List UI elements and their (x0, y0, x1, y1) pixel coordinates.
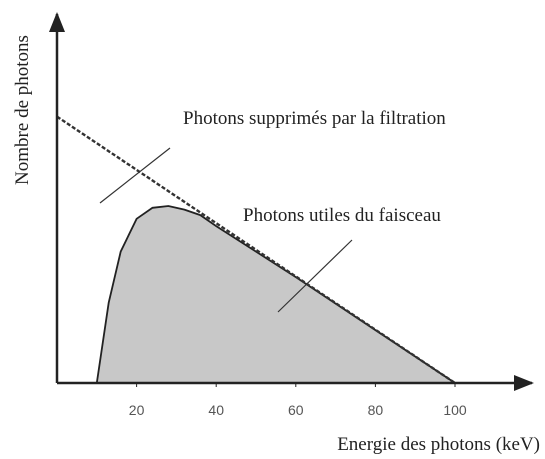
x-tick-label: 60 (288, 402, 304, 418)
leader-line (277, 239, 353, 313)
leader-line (99, 147, 171, 204)
x-tick-label: 40 (208, 402, 224, 418)
x-axis-label: Energie des photons (keV) (337, 434, 540, 455)
x-tick-label: 100 (443, 402, 467, 418)
annotation: Photons supprimés par la filtration (183, 108, 446, 129)
plot-area (56, 115, 458, 384)
y-axis-label: Nombre de photons (12, 35, 33, 185)
x-tick-label: 80 (368, 402, 384, 418)
line (56, 115, 456, 384)
annotation: Photons utiles du faisceau (243, 205, 441, 226)
area (95, 205, 458, 384)
x-tick-label: 20 (129, 402, 145, 418)
